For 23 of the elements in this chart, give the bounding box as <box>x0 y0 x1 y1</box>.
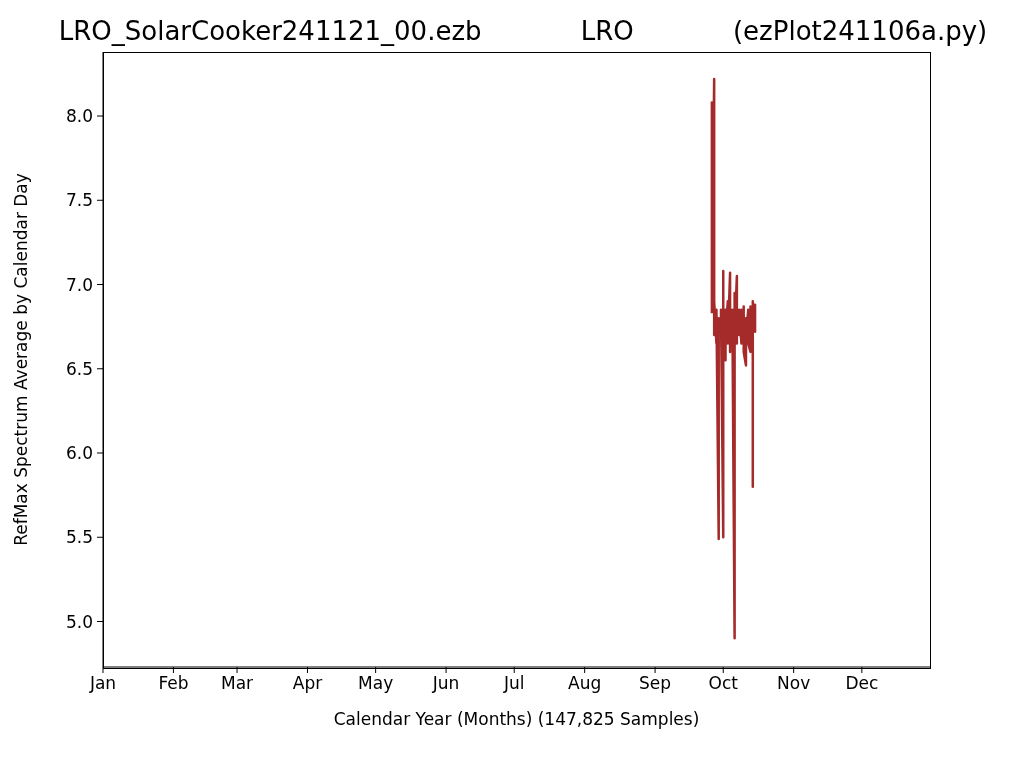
x-tick-label: Sep <box>639 673 672 694</box>
y-tick-label: 6.0 <box>65 443 93 464</box>
x-tick-label: Jul <box>502 673 525 694</box>
x-tick-label: Feb <box>158 673 189 694</box>
y-tick-label: 7.5 <box>65 190 93 211</box>
y-tick-label: 7.0 <box>65 274 93 295</box>
y-tick-label: 8.0 <box>65 106 93 127</box>
x-tick-label: Nov <box>777 673 811 694</box>
x-tick-label: Oct <box>708 673 739 694</box>
x-tick-label: Apr <box>292 673 323 694</box>
y-tick-label: 5.5 <box>65 527 93 548</box>
line-series <box>710 77 757 640</box>
x-tick-label: Aug <box>568 673 602 694</box>
x-tick-label: Jun <box>431 673 460 694</box>
y-axis-title: RefMax Spectrum Average by Calendar Day <box>11 173 32 546</box>
x-tick-label: Dec <box>845 673 879 694</box>
y-tick-label: 6.5 <box>65 358 93 379</box>
x-axis-title: Calendar Year (Months) (147,825 Samples) <box>333 709 700 729</box>
x-tick-label: Mar <box>221 673 254 694</box>
y-tick-label: 5.0 <box>65 611 93 632</box>
x-tick-label: May <box>358 673 394 694</box>
x-tick-label: Jan <box>88 673 117 694</box>
chart-title: LRO_SolarCooker241121_00.ezb LRO (ezPlot241106a.py) <box>57 16 989 46</box>
